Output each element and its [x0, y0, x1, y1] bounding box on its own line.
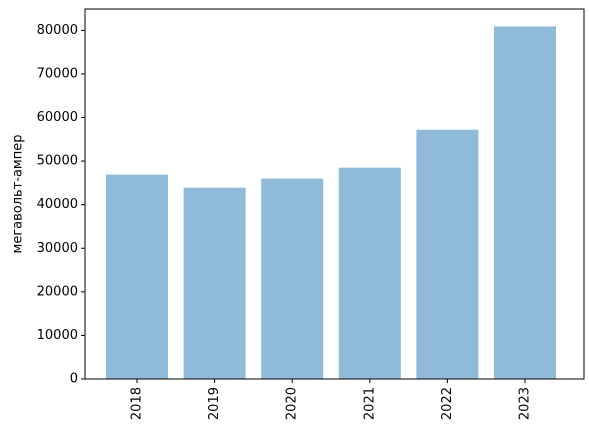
x-tick-label: 2020: [285, 387, 300, 420]
bar: [106, 174, 168, 379]
plot-frame: [84, 8, 585, 380]
bar: [416, 129, 479, 379]
y-tick-label: 30000: [37, 241, 78, 256]
bar: [494, 26, 556, 379]
y-tick-label: 70000: [37, 66, 78, 81]
x-tick-label: 2023: [518, 387, 533, 420]
y-axis-label: мегавольт-ампер: [11, 135, 26, 254]
bar: [183, 187, 246, 379]
y-tick-label: 60000: [37, 110, 78, 125]
y-tick-label: 10000: [37, 328, 78, 343]
bar: [261, 178, 324, 379]
y-tick-label: 50000: [37, 154, 78, 169]
x-tick-label: 2019: [207, 387, 222, 420]
y-tick-label: 40000: [37, 197, 78, 212]
x-tick-label: 2022: [440, 387, 455, 420]
bar: [338, 167, 401, 379]
y-tick-label: 0: [70, 372, 78, 387]
y-tick-label: 20000: [37, 284, 78, 299]
y-tick-label: 80000: [37, 23, 78, 38]
x-tick-label: 2018: [130, 387, 145, 420]
x-tick-label: 2021: [362, 387, 377, 420]
